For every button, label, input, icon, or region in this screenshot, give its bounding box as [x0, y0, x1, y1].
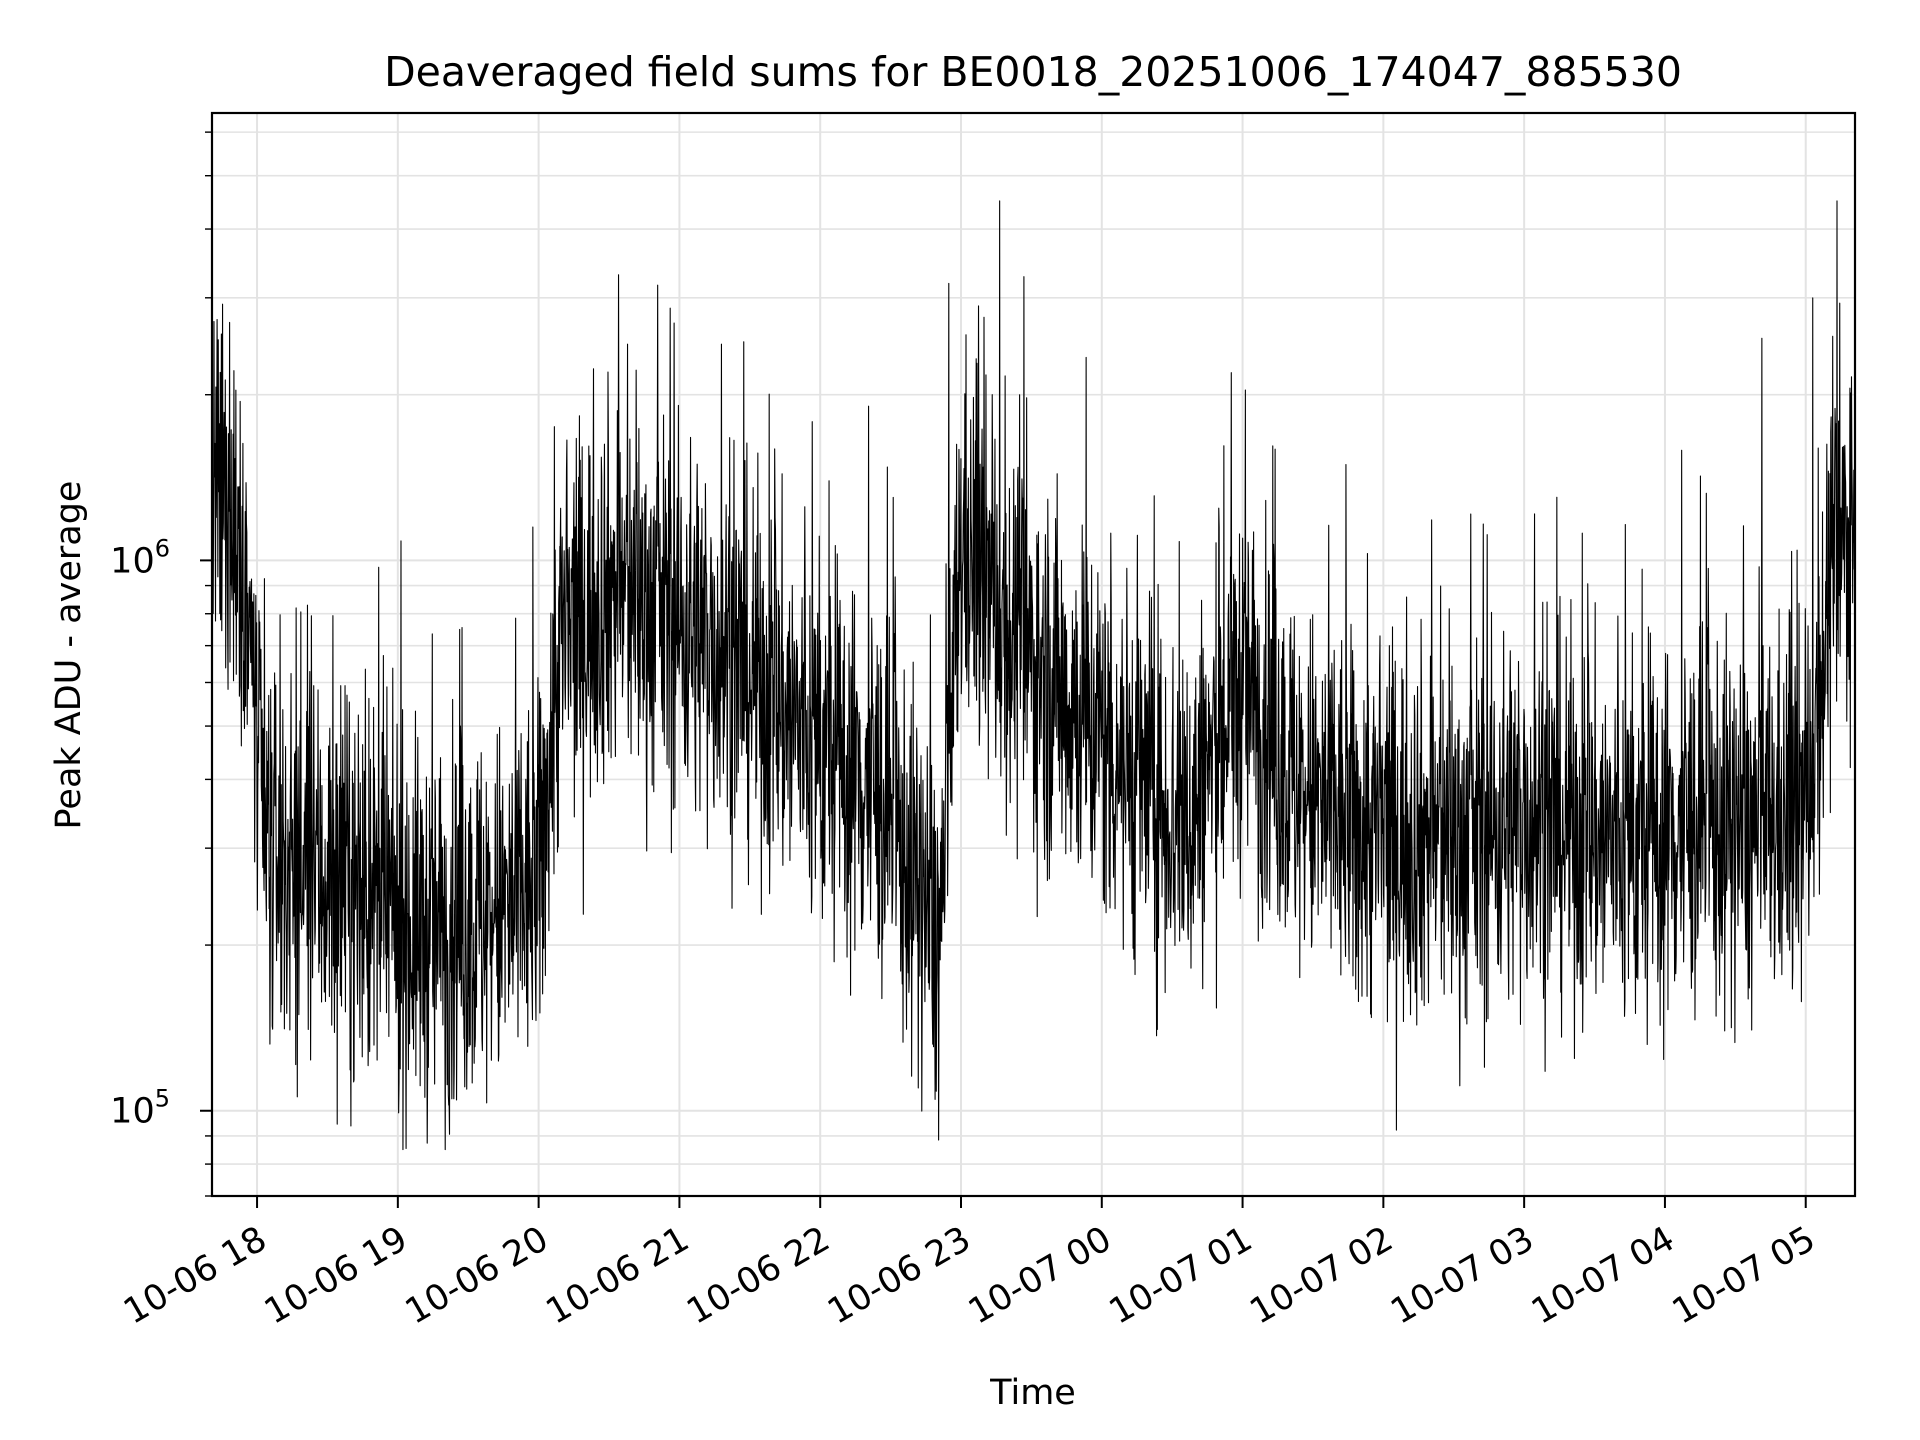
y-tick-base: 10	[110, 541, 155, 581]
chart-title: Deaveraged field sums for BE0018_2025100…	[384, 48, 1682, 96]
data-series	[211, 200, 1856, 1151]
y-tick-label: 105	[110, 1085, 170, 1132]
y-tick-base: 10	[110, 1092, 155, 1132]
x-axis-label: Time	[989, 1373, 1076, 1413]
axis-ticks	[200, 131, 1807, 1208]
y-tick-exponent: 6	[155, 534, 170, 562]
series-line-deaveraged-sum	[211, 200, 1856, 1151]
plot-area-frame	[210, 111, 1857, 1198]
y-tick-exponent: 5	[155, 1085, 170, 1113]
y-axis-label: Peak ADU - average	[49, 481, 89, 830]
y-tick-label: 106	[110, 534, 170, 581]
